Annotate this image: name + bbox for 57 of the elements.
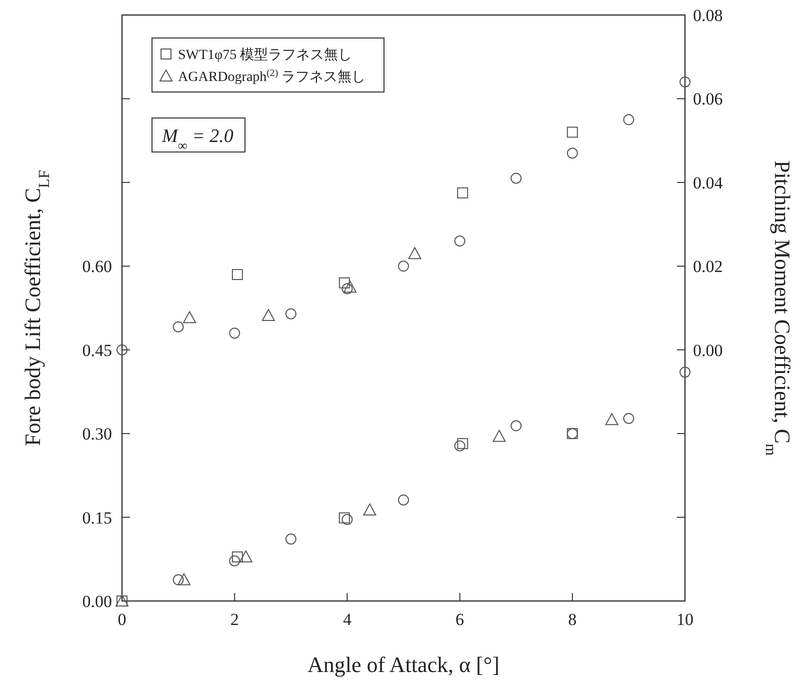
point xyxy=(408,247,422,260)
annotation: M$_{∞}$ = 2.0 xyxy=(152,118,246,152)
y-tick-label: 0.60 xyxy=(82,257,112,276)
point xyxy=(342,283,353,294)
point xyxy=(229,328,240,339)
point xyxy=(177,573,190,586)
point xyxy=(566,126,578,138)
point xyxy=(398,494,409,506)
point xyxy=(342,514,353,526)
annotation: M$_{∞}$ = 2.0 xyxy=(161,126,234,152)
point xyxy=(285,308,296,320)
point xyxy=(232,269,243,280)
point xyxy=(232,551,243,562)
point xyxy=(454,236,466,247)
point xyxy=(229,555,240,566)
y2-tick-label: 0.02 xyxy=(693,257,723,276)
point xyxy=(285,534,296,545)
point xyxy=(510,420,522,432)
y2-tick-label: 0.08 xyxy=(693,6,723,25)
point xyxy=(457,438,468,450)
point xyxy=(623,114,634,126)
point xyxy=(338,512,350,524)
y2-tick-label: 0.00 xyxy=(693,340,723,360)
y2-tick-label: 0.06 xyxy=(693,90,723,109)
y-tick-label: 0.00 xyxy=(82,592,112,611)
point xyxy=(116,344,128,356)
x-tick-label: 8 xyxy=(568,610,577,629)
point xyxy=(680,76,690,88)
y-tick-label: 0.15 xyxy=(82,508,112,528)
point xyxy=(680,366,690,378)
point xyxy=(454,440,466,452)
x-tick-label: 2 xyxy=(230,610,239,629)
point xyxy=(623,413,634,424)
point xyxy=(172,321,184,332)
point xyxy=(605,413,618,426)
point xyxy=(183,311,196,324)
x-tick-label: 10 xyxy=(676,610,694,629)
point xyxy=(510,172,522,184)
legend-label: AGARDograph$^{(2)}$ ラフネス無し xyxy=(178,68,366,85)
legend-label: SWT1φ75 模型ラフネス無し xyxy=(178,47,352,63)
point xyxy=(239,550,252,562)
point xyxy=(398,260,409,272)
x-tick-label: 0 xyxy=(118,610,126,629)
point xyxy=(566,148,578,159)
y2-tick-label: 0.04 xyxy=(693,173,724,192)
x-axis-title: Angle of Attack, α [°] xyxy=(308,652,500,677)
point xyxy=(457,187,468,198)
point xyxy=(363,504,376,516)
x-tick-label: 6 xyxy=(456,610,464,629)
point xyxy=(172,574,184,586)
point xyxy=(262,309,275,322)
point xyxy=(492,430,506,442)
y-tick-label: 0.30 xyxy=(82,424,112,444)
y-tick-label: 0.45 xyxy=(82,340,112,360)
point xyxy=(338,277,350,288)
point xyxy=(344,280,357,293)
x-tick-label: 4 xyxy=(342,610,352,629)
